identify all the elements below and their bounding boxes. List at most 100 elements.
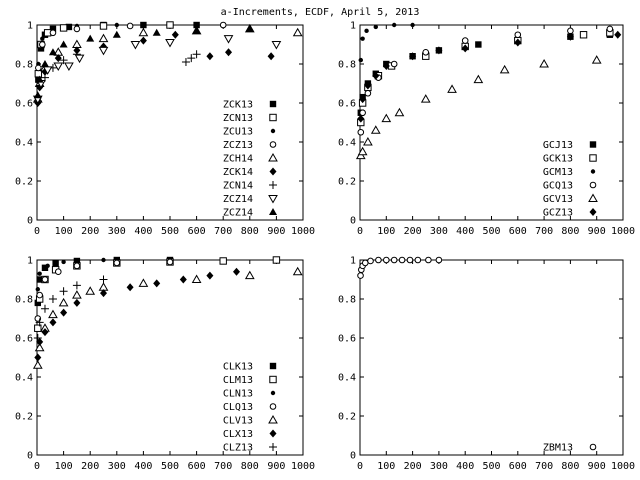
data-point	[192, 26, 201, 34]
y-tick-label: 0.6	[15, 334, 33, 345]
data-point	[193, 21, 200, 29]
data-point	[357, 272, 364, 279]
data-point	[394, 107, 405, 117]
series-gcq13	[357, 25, 614, 136]
data-point	[292, 27, 303, 37]
y-tick-label: 0.4	[15, 373, 33, 384]
data-point	[420, 94, 431, 103]
data-point	[74, 54, 85, 64]
data-point	[272, 256, 281, 264]
data-point	[35, 318, 44, 327]
data-point	[126, 283, 134, 292]
x-tick-label: 800	[561, 461, 579, 472]
data-point	[187, 54, 196, 63]
y-tick-label: 0	[350, 451, 356, 462]
data-point	[72, 281, 81, 290]
series-gcz13	[357, 30, 622, 123]
data-point	[100, 289, 107, 298]
panel-top-left: 0 100 200 300 400 500 600 700 800 900 1000 0 0.2 0.4 0…	[15, 21, 315, 238]
legend-marker	[269, 403, 277, 410]
data-point	[72, 290, 82, 299]
data-point	[364, 81, 372, 90]
data-point	[359, 109, 366, 117]
x-tick-label: 100	[377, 226, 395, 237]
plot-frame	[359, 24, 624, 221]
data-point	[382, 61, 390, 70]
data-point	[48, 48, 57, 56]
data-point	[410, 22, 415, 28]
x-tick-label: 300	[430, 226, 448, 237]
legend-marker	[269, 113, 277, 122]
data-point	[357, 128, 365, 136]
data-point	[41, 264, 49, 271]
data-point	[99, 275, 108, 284]
y-tick-label: 1	[27, 256, 33, 267]
legend-label: GCM13	[543, 167, 573, 178]
legend: ZBM13	[543, 443, 597, 454]
data-point	[357, 146, 368, 156]
data-point	[225, 48, 233, 57]
series-clz13	[33, 275, 108, 342]
data-point	[112, 30, 121, 38]
legend-marker	[270, 128, 276, 134]
data-point	[37, 45, 45, 52]
y-tick-label: 0	[27, 216, 33, 227]
y-tick-label: 1	[27, 21, 33, 32]
legend-label: GCV13	[543, 194, 573, 205]
x-tick-label: 200	[404, 226, 422, 237]
data-point	[86, 34, 95, 42]
x-tick-label: 600	[509, 226, 527, 237]
x-tick-label: 200	[81, 461, 99, 472]
x-tick-label: 600	[188, 226, 206, 237]
data-point	[40, 304, 49, 313]
x-tick-label: 400	[456, 226, 474, 237]
x-tick-label: 0	[357, 461, 363, 472]
data-point	[85, 286, 96, 295]
data-point	[375, 256, 382, 264]
legend-label: ZCK14	[223, 167, 253, 178]
legend-marker	[269, 375, 277, 384]
x-tick-label: 800	[241, 226, 259, 237]
y-tick-label: 0.4	[338, 373, 356, 384]
legend-label: GCQ13	[543, 181, 573, 192]
legend-label: ZCK13	[223, 100, 253, 111]
data-point	[179, 275, 187, 284]
data-point	[36, 291, 43, 299]
legend-label: ZCZ13	[223, 140, 253, 151]
x-tick-label: 800	[561, 226, 579, 237]
data-point	[245, 24, 254, 32]
data-point	[206, 271, 214, 280]
y-tick-label: 0.6	[338, 99, 356, 110]
data-point	[367, 257, 374, 265]
data-point	[34, 353, 42, 362]
series-zbm13	[357, 256, 443, 279]
data-point	[39, 41, 46, 48]
data-point	[35, 287, 40, 292]
data-point	[98, 46, 109, 56]
x-tick-label: 200	[404, 461, 422, 472]
legend-label: GCJ13	[543, 140, 573, 151]
series-clx13	[34, 267, 240, 362]
data-point	[48, 309, 58, 319]
data-point	[461, 37, 469, 44]
x-tick-label: 400	[134, 226, 152, 237]
data-point	[34, 342, 45, 352]
legend-marker	[268, 195, 278, 204]
data-point	[390, 60, 398, 68]
series-zcz13	[35, 21, 227, 72]
y-tick-label: 0.6	[338, 334, 356, 345]
data-point	[566, 32, 574, 41]
legend-marker	[269, 181, 277, 189]
x-tick-label: 0	[357, 226, 363, 237]
data-point	[165, 39, 175, 48]
data-point	[35, 64, 42, 72]
data-point	[126, 22, 134, 30]
legend-marker	[589, 443, 597, 451]
series-gcm13	[358, 22, 415, 63]
data-point	[40, 60, 49, 67]
data-point	[45, 263, 50, 269]
x-tick-label: 1000	[291, 226, 315, 237]
data-point	[192, 50, 201, 59]
x-tick-label: 1000	[291, 461, 315, 472]
x-tick-label: 500	[161, 461, 179, 472]
